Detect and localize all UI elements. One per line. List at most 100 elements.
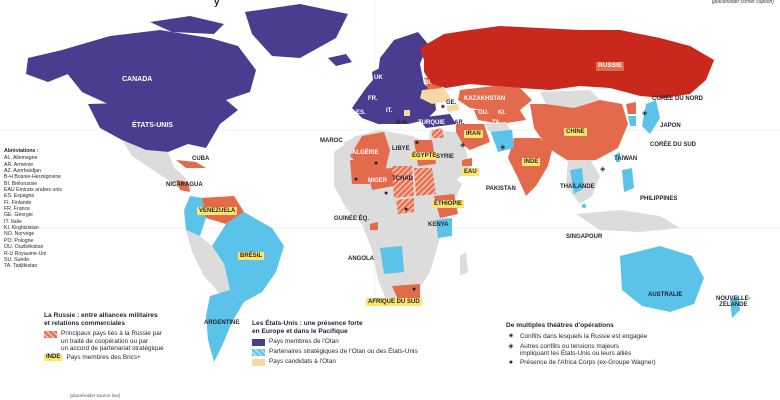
abbr-item: PO. Pologne [4, 237, 34, 244]
region-central-asia [474, 110, 526, 124]
abbr-item: AL. Allemagne [4, 155, 38, 162]
label-russia: RUSSIE [596, 62, 625, 71]
legend-text: Principaux pays liés à la Russie par un … [61, 330, 164, 352]
label-pakistan: PAKISTAN [486, 186, 516, 192]
label-tchad: TCHAD [392, 176, 413, 182]
label-ki: KI. [498, 110, 506, 116]
abbr-item: ES. Espagne [4, 193, 35, 200]
country-angola [380, 246, 404, 274]
label-turquie: TURQUIE [418, 120, 445, 126]
label-coree-sud: CORÉE DU SUD [650, 142, 697, 148]
country-equatorial-guinea [370, 222, 378, 230]
legend-row: Partenaires stratégiques de l'Otan ou de… [252, 348, 497, 357]
label-libye: LIBYE [392, 146, 410, 152]
russia-conflict-icon: ✷ [508, 332, 514, 340]
country-nicaragua [176, 180, 190, 192]
other-conflict-icon: ◈ [508, 342, 514, 350]
country-singapore [581, 203, 587, 209]
country-niger [368, 168, 394, 190]
legend-row: Principaux pays liés à la Russie par un … [44, 330, 244, 352]
country-north-korea [626, 102, 636, 114]
abbreviations-title: Abréviations : [4, 148, 39, 154]
country-south-korea [628, 116, 636, 126]
legend-russia: La Russie : entre alliances militaires e… [44, 312, 244, 364]
abbr-item: R-U Royaume-Uni [4, 250, 47, 257]
region-indonesia [576, 210, 680, 232]
label-fr: FR. [368, 96, 378, 102]
legend-usa-title: Les États-Unis : une présence forte en E… [252, 320, 363, 335]
conflict-other-marker: ◈ [460, 142, 466, 149]
africa-corps-marker: ● [354, 176, 359, 183]
country-chad [392, 166, 414, 198]
abbr-item: IT. Italie [4, 218, 22, 225]
country-cuba [176, 160, 206, 168]
label-japon: JAPON [660, 123, 681, 129]
legend-usa: Les États-Unis : une présence forte en E… [252, 320, 497, 368]
country-canada [62, 30, 256, 104]
label-afrique-du-sud: AFRIQUE DU SUD [366, 298, 422, 306]
country-japan [642, 100, 660, 134]
corner-caption: (placeholder corner caption) [711, 0, 774, 5]
country-sudan [414, 168, 436, 196]
legend-text: Pays membres des Brics+ [66, 354, 141, 362]
legend-row: ✷ Conflits dans lesquels la Russie est e… [506, 333, 716, 341]
label-maroc: MAROC [320, 138, 343, 144]
abbr-item: TA. Tadjikistan [4, 263, 38, 270]
country-usa [88, 100, 238, 152]
country-mali [350, 160, 370, 184]
label-singapour: SINGAPOUR [566, 234, 603, 240]
abbr-item: NO. Norvège [4, 231, 35, 238]
country-thailand [570, 168, 584, 194]
africa-corps-marker: ● [404, 206, 409, 213]
country-colombia [184, 196, 206, 236]
conflict-other-marker: ◈ [642, 110, 648, 117]
label-venezuela: VENEZUELA [197, 207, 238, 215]
country-madagascar [460, 252, 468, 276]
abbr-item: OU. Ouzbékistan [4, 244, 44, 251]
africa-corps-icon: ● [508, 359, 514, 367]
hatched-red-swatch [44, 331, 57, 339]
country-alaska [26, 50, 68, 82]
abbr-item: BI. Biélorussie [4, 180, 38, 187]
region-europe-nato [352, 32, 436, 124]
label-it: IT. [386, 108, 393, 114]
country-uae [462, 158, 472, 166]
country-canada-islands [150, 16, 224, 34]
label-ta: TA. [492, 120, 502, 126]
abbr-item: FI. Finlande [4, 199, 32, 206]
label-nicaragua: NICARAGUA [166, 182, 203, 188]
abbr-item: AR. Arménie [4, 161, 34, 168]
africa-corps-marker: ● [374, 160, 379, 167]
label-kazakhstan: KAZAKHSTAN [464, 96, 506, 102]
country-iceland [328, 54, 352, 66]
country-syria [432, 128, 444, 138]
conflict-other-marker: ◈ [500, 144, 506, 151]
nato-swatch [252, 339, 265, 347]
country-car [396, 198, 414, 214]
title-fragment: y [214, 0, 220, 8]
label-philippines: PHILIPPINES [640, 196, 678, 202]
legend-text: Pays membres de l'Otan [269, 338, 339, 346]
label-egypte: ÉGYPTE [410, 152, 439, 160]
country-mongolia [540, 90, 600, 108]
country-turkey [418, 114, 456, 128]
legend-russia-title: La Russie : entre alliances militaires e… [44, 312, 158, 327]
label-chine: CHINE [564, 128, 587, 136]
legend-row: Pays membres de l'Otan [252, 338, 497, 347]
legend-text: Pays candidats à l'Otan [269, 358, 336, 366]
country-india [508, 138, 552, 196]
label-ou: OU. [478, 110, 489, 116]
country-new-zealand [730, 296, 740, 318]
label-guinee-eq: GUINÉE ÉQ. [334, 216, 370, 222]
conflict-russia-marker: ✷ [440, 104, 446, 111]
abbr-item: GE. Géorgie [4, 212, 33, 219]
country-pakistan [490, 130, 514, 152]
legend-row: ● Présence de l'Africa Corps (ex-Groupe … [506, 359, 716, 367]
country-south-america-other [186, 230, 230, 296]
legend-row: Pays candidats à l'Otan [252, 358, 497, 367]
legend-text: Autres conflits ou tensions majeurs impl… [520, 342, 632, 357]
label-bresil: BRÉSIL [238, 252, 265, 260]
country-philippines [622, 168, 634, 192]
label-uk: UK [374, 75, 383, 81]
